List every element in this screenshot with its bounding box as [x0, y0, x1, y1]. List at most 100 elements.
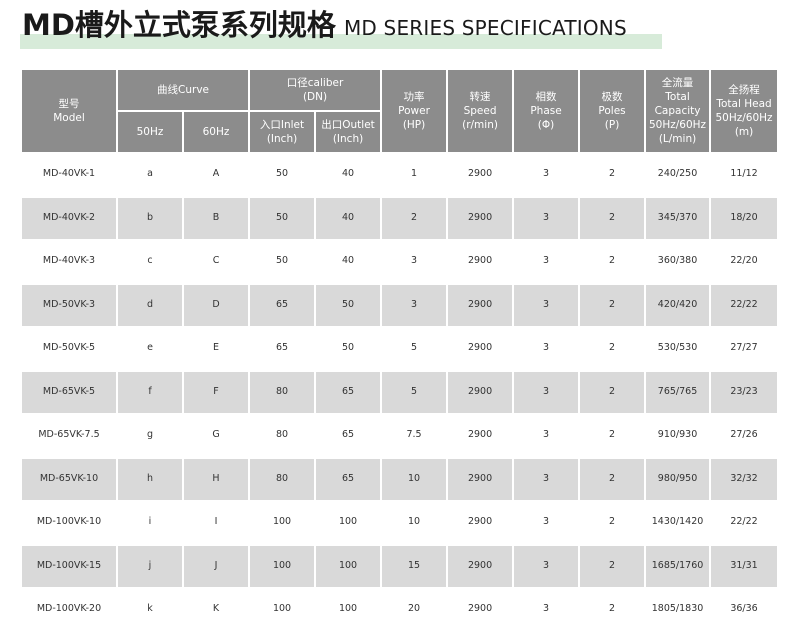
- table-cell: 3: [512, 152, 581, 198]
- table-cell: 5: [380, 369, 449, 415]
- table-cell: 530/530: [644, 326, 712, 372]
- table-cell: 80: [248, 369, 317, 415]
- table-cell: 910/930: [644, 413, 712, 459]
- table-cell: 345/370: [644, 195, 712, 241]
- header-line: 出口Outlet: [321, 118, 375, 131]
- table-cell: 40: [314, 195, 383, 241]
- header-model: 型号 Model: [20, 68, 118, 154]
- table-cell: 5: [380, 326, 449, 372]
- table-cell: 3: [512, 239, 581, 285]
- table-cell: 2900: [446, 326, 515, 372]
- header-line: Total Head: [716, 97, 772, 110]
- table-cell: 27/26: [709, 413, 780, 459]
- header-line: 口径caliber: [286, 76, 344, 89]
- table-cell: 1430/1420: [644, 500, 712, 546]
- table-row: MD-40VK-1 a A 50 40 1 2900 3 2 240/250 11/12: [20, 152, 780, 198]
- table-cell: K: [181, 587, 251, 633]
- table-cell: 100: [248, 543, 317, 589]
- table-cell: i: [116, 500, 184, 546]
- header-phase: 相数 Phase (Φ): [512, 68, 581, 154]
- table-cell: b: [116, 195, 184, 241]
- table-cell: 100: [248, 500, 317, 546]
- header-line: 转速: [469, 90, 491, 103]
- table-row: MD-50VK-3 d D 65 50 3 2900 3 2 420/420 22/22: [20, 282, 780, 328]
- table-cell: 65: [314, 369, 383, 415]
- table-cell: 22/20: [709, 239, 780, 285]
- header-line: (HP): [402, 119, 426, 132]
- table-cell: MD-65VK-5: [20, 369, 118, 415]
- header-60hz: 60Hz: [181, 110, 251, 154]
- table-cell: 22/22: [709, 500, 780, 546]
- header-line: 极数: [601, 90, 623, 103]
- table-cell: 2: [578, 195, 647, 241]
- header-line: Phase: [530, 104, 562, 117]
- header-line: 50Hz/60Hz: [715, 112, 773, 124]
- title-cn: MD槽外立式泵系列规格: [22, 8, 336, 42]
- table-cell: MD-100VK-20: [20, 587, 118, 633]
- header-50hz: 50Hz: [116, 110, 184, 154]
- table-cell: 2900: [446, 500, 515, 546]
- table-cell: 80: [248, 413, 317, 459]
- table-cell: 2900: [446, 369, 515, 415]
- table-cell: 3: [512, 543, 581, 589]
- header-line: (r/min): [462, 119, 498, 132]
- table-cell: F: [181, 369, 251, 415]
- table-cell: 980/950: [644, 456, 712, 502]
- header-line: (P): [604, 119, 620, 132]
- table-row: MD-65VK-10 h H 80 65 10 2900 3 2 980/950 32/32: [20, 456, 780, 502]
- page-title: MD槽外立式泵系列规格 MD SERIES SPECIFICATIONS: [22, 2, 627, 44]
- header-line: (Φ): [537, 119, 555, 132]
- table-row: MD-40VK-2 b B 50 40 2 2900 3 2 345/370 18/20: [20, 195, 780, 241]
- header-capacity: 全流量 Total Capacity 50Hz/60Hz (L/min): [644, 68, 712, 154]
- table-cell: 2: [578, 369, 647, 415]
- table-cell: E: [181, 326, 251, 372]
- table-cell: 7.5: [380, 413, 449, 459]
- header-line: Capacity: [654, 104, 701, 117]
- table-cell: c: [116, 239, 184, 285]
- table-cell: 10: [380, 500, 449, 546]
- header-line: Model: [53, 112, 85, 124]
- table-cell: e: [116, 326, 184, 372]
- table-cell: 27/27: [709, 326, 780, 372]
- header-line: Speed: [463, 104, 497, 117]
- table-cell: 65: [248, 326, 317, 372]
- table-cell: 100: [248, 587, 317, 633]
- table-cell: MD-50VK-3: [20, 282, 118, 328]
- table-cell: MD-50VK-5: [20, 326, 118, 372]
- table-cell: 1805/1830: [644, 587, 712, 633]
- table-cell: 2: [578, 152, 647, 198]
- table-cell: 2: [578, 543, 647, 589]
- table-cell: 420/420: [644, 282, 712, 328]
- table-cell: MD-40VK-3: [20, 239, 118, 285]
- table-cell: I: [181, 500, 251, 546]
- header-line: (Inch): [332, 133, 364, 145]
- table-cell: 15: [380, 543, 449, 589]
- table-cell: 50: [314, 326, 383, 372]
- table-cell: 50: [248, 195, 317, 241]
- table-cell: 65: [314, 456, 383, 502]
- table-cell: 2: [578, 500, 647, 546]
- header-line: 功率: [403, 90, 425, 103]
- table-cell: MD-40VK-1: [20, 152, 118, 198]
- table-cell: A: [181, 152, 251, 198]
- header-curve: 曲线Curve: [115, 68, 251, 112]
- table-cell: 2900: [446, 587, 515, 633]
- table-cell: B: [181, 195, 251, 241]
- table-cell: g: [116, 413, 184, 459]
- table-row: MD-100VK-20 k K 100 100 20 2900 3 2 1805/1830 36/3…: [20, 587, 780, 633]
- header-line: 全流量: [661, 76, 694, 89]
- table-cell: MD-100VK-15: [20, 543, 118, 589]
- table-cell: 10: [380, 456, 449, 502]
- table-cell: C: [181, 239, 251, 285]
- table-cell: MD-100VK-10: [20, 500, 118, 546]
- table-cell: 3: [512, 413, 581, 459]
- title-en: MD SERIES SPECIFICATIONS: [343, 16, 627, 40]
- table-cell: 3: [512, 587, 581, 633]
- header-line: 入口Inlet: [259, 118, 305, 131]
- header-caliber: 口径caliber (DN): [248, 68, 383, 112]
- table-cell: 100: [314, 543, 383, 589]
- table-cell: 3: [380, 282, 449, 328]
- table-cell: 2900: [446, 543, 515, 589]
- table-cell: 2900: [446, 195, 515, 241]
- header-line: (Inch): [266, 133, 298, 145]
